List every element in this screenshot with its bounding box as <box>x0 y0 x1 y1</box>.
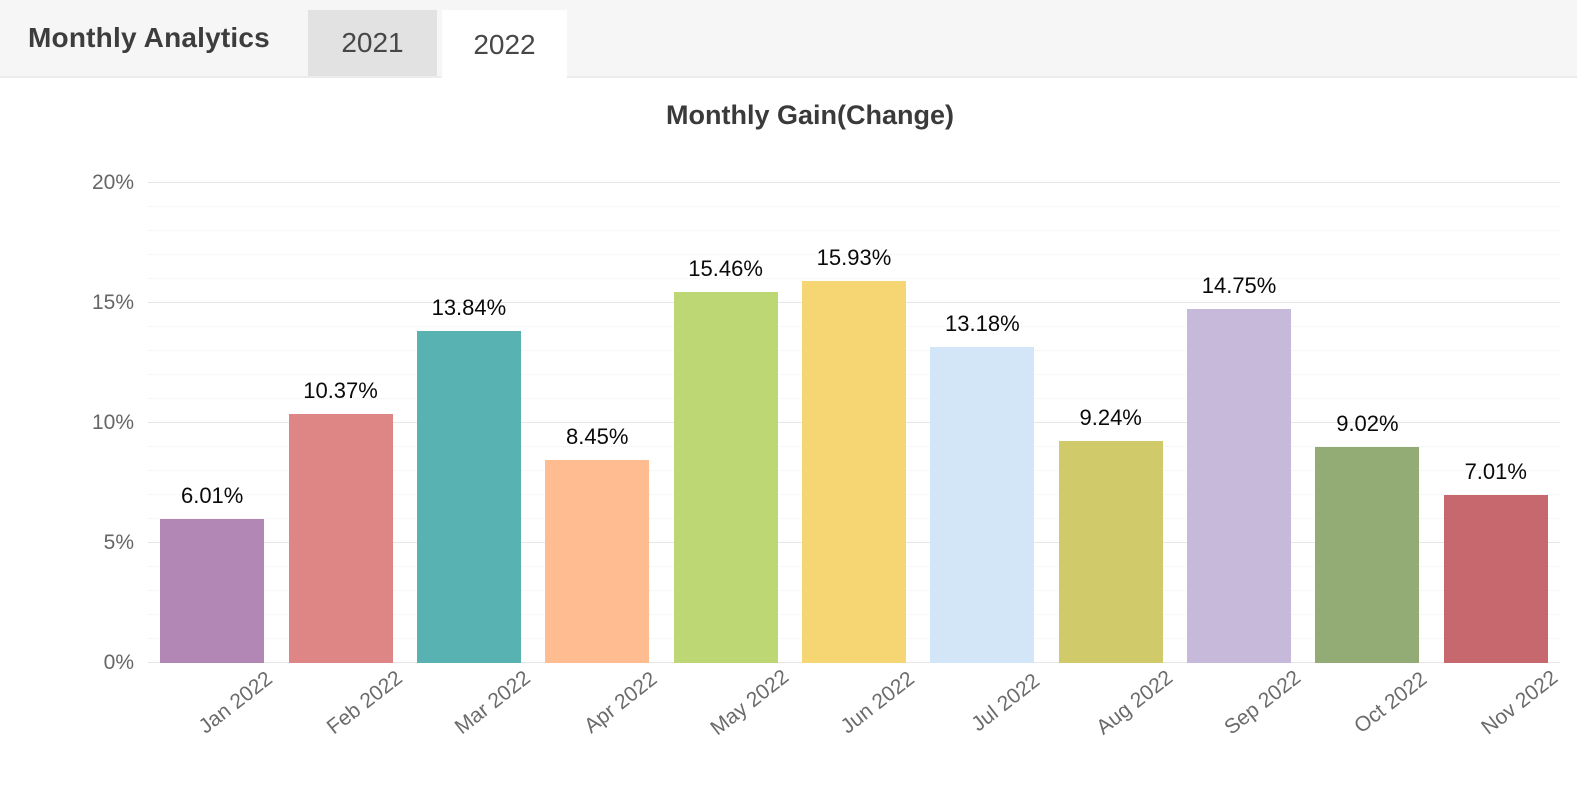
x-axis-label: Oct 2022 <box>1350 667 1432 738</box>
x-axis-label: Jun 2022 <box>836 666 919 739</box>
plot-area: 6.01% Jan 2022 10.37% Feb 2022 13.84% Mar 202… <box>148 182 1562 740</box>
bar-value-label: 13.84% <box>431 294 507 320</box>
bar-slot: 9.24% Aug 2022 <box>1047 183 1177 739</box>
bar-apr-2022[interactable] <box>545 460 650 663</box>
bar-slot: 13.84% Mar 2022 <box>405 183 535 739</box>
minor-gridline <box>148 206 1560 207</box>
bar-value-label: 15.93% <box>816 244 892 270</box>
x-axis-label: Nov 2022 <box>1476 665 1562 740</box>
major-gridline <box>148 182 1560 183</box>
bar-slot: 7.01% Nov 2022 <box>1432 183 1562 739</box>
bar-value-label: 14.75% <box>1201 273 1277 298</box>
bar-jul-2022[interactable] <box>930 346 1035 663</box>
bar-slot: 14.75% Sep 2022 <box>1175 183 1305 739</box>
tab-2022[interactable]: 2022 <box>442 10 567 80</box>
chart-title: Monthly Gain(Change) <box>666 100 954 130</box>
x-axis-label: Sep 2022 <box>1220 665 1306 740</box>
bar-value-label: 10.37% <box>303 378 378 404</box>
bar-slot: 9.02% Oct 2022 <box>1303 183 1432 738</box>
x-axis-label: Jan 2022 <box>194 666 277 739</box>
y-axis: 0% 5% 10% 15% 20% <box>0 171 134 674</box>
y-axis-label: 5% <box>103 531 134 554</box>
minor-gridline <box>148 254 1560 255</box>
header-bar: Monthly Analytics 2021 2022 <box>0 0 1577 80</box>
x-axis-label: Feb 2022 <box>322 666 407 739</box>
bar-jun-2022[interactable] <box>801 280 906 663</box>
y-axis-label: 20% <box>91 171 134 194</box>
minor-gridline <box>148 230 1560 231</box>
x-axis-label: Jul 2022 <box>967 669 1045 737</box>
bar-value-label: 8.45% <box>566 424 629 450</box>
y-axis-label: 10% <box>91 411 134 434</box>
bar-slot: 10.37% Feb 2022 <box>276 183 406 739</box>
bar-slot: 6.01% Jan 2022 <box>148 183 277 738</box>
bar-aug-2022[interactable] <box>1058 441 1163 663</box>
bar-series: 6.01% Jan 2022 10.37% Feb 2022 13.84% Mar 202… <box>148 183 1562 740</box>
bar-slot: 15.46% May 2022 <box>661 183 793 740</box>
bar-may-2022[interactable] <box>673 291 778 663</box>
x-axis-label: May 2022 <box>705 665 793 741</box>
bar-value-label: 6.01% <box>180 482 244 508</box>
x-axis-label: Aug 2022 <box>1091 665 1177 740</box>
bar-value-label: 15.46% <box>688 255 763 281</box>
bar-slot: 8.45% Apr 2022 <box>533 183 662 738</box>
bar-feb-2022[interactable] <box>288 414 393 663</box>
bar-value-label: 9.02% <box>1336 410 1399 436</box>
bar-slot: 15.93% Jun 2022 <box>790 183 919 738</box>
bar-oct-2022[interactable] <box>1315 446 1420 663</box>
bar-value-label: 9.24% <box>1079 405 1142 431</box>
bar-value-label: 13.18% <box>945 310 1020 336</box>
bar-slot: 13.18% Jul 2022 <box>918 183 1046 736</box>
tab-2021[interactable]: 2021 <box>308 10 437 76</box>
bar-nov-2022[interactable] <box>1443 494 1548 663</box>
bar-jan-2022[interactable] <box>160 518 265 663</box>
minor-gridline <box>148 278 1560 279</box>
x-axis-label: Mar 2022 <box>450 666 535 739</box>
y-axis-label: 0% <box>103 651 134 674</box>
bar-value-label: 7.01% <box>1464 458 1527 484</box>
page-title: Monthly Analytics <box>28 22 270 53</box>
x-axis-label: Apr 2022 <box>580 667 662 738</box>
bar-sep-2022[interactable] <box>1187 309 1292 663</box>
bar-mar-2022[interactable] <box>416 330 521 663</box>
y-axis-label: 15% <box>91 291 134 314</box>
